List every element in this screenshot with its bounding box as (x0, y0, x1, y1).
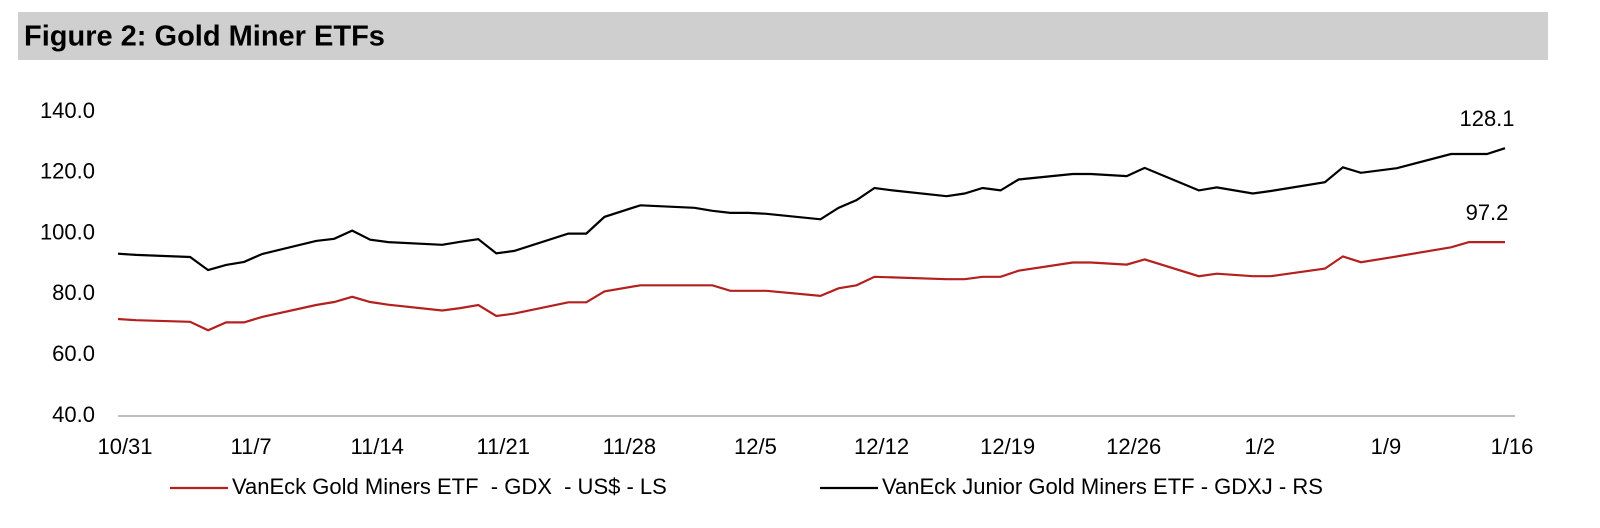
x-tick-label: 12/19 (980, 434, 1035, 459)
y-tick-label: 60.0 (52, 341, 95, 366)
legend-label: VanEck Junior Gold Miners ETF - GDXJ - R… (882, 474, 1323, 499)
data-label: 128.1 (1459, 106, 1514, 131)
line-series (117, 147, 1506, 272)
x-tick-label: 12/12 (854, 434, 909, 459)
y-tick-label: 80.0 (52, 280, 95, 305)
x-tick-label: 11/14 (350, 434, 403, 459)
x-tick-label: 1/9 (1371, 434, 1402, 459)
y-tick-label: 120.0 (40, 159, 95, 184)
x-tick-label: 1/16 (1491, 434, 1534, 459)
x-tick-label: 11/7 (230, 434, 271, 459)
x-tick-label: 10/31 (97, 434, 152, 459)
x-tick-label: 11/28 (603, 434, 656, 459)
data-label: 97.2 (1466, 200, 1509, 225)
chart-title: Figure 2: Gold Miner ETFs (24, 21, 385, 53)
y-tick-label: 100.0 (40, 219, 95, 244)
x-tick-label: 12/5 (734, 434, 777, 459)
y-tick-label: 140.0 (40, 98, 95, 123)
legend-label: VanEck Gold Miners ETF - GDX - US$ - LS (232, 474, 667, 499)
line-series (117, 241, 1505, 332)
x-tick-label: 1/2 (1245, 434, 1276, 459)
y-tick-label: 40.0 (52, 402, 95, 427)
x-tick-label: 12/26 (1106, 434, 1161, 459)
title-bar (18, 12, 1548, 60)
x-tick-label: 11/21 (477, 434, 530, 459)
